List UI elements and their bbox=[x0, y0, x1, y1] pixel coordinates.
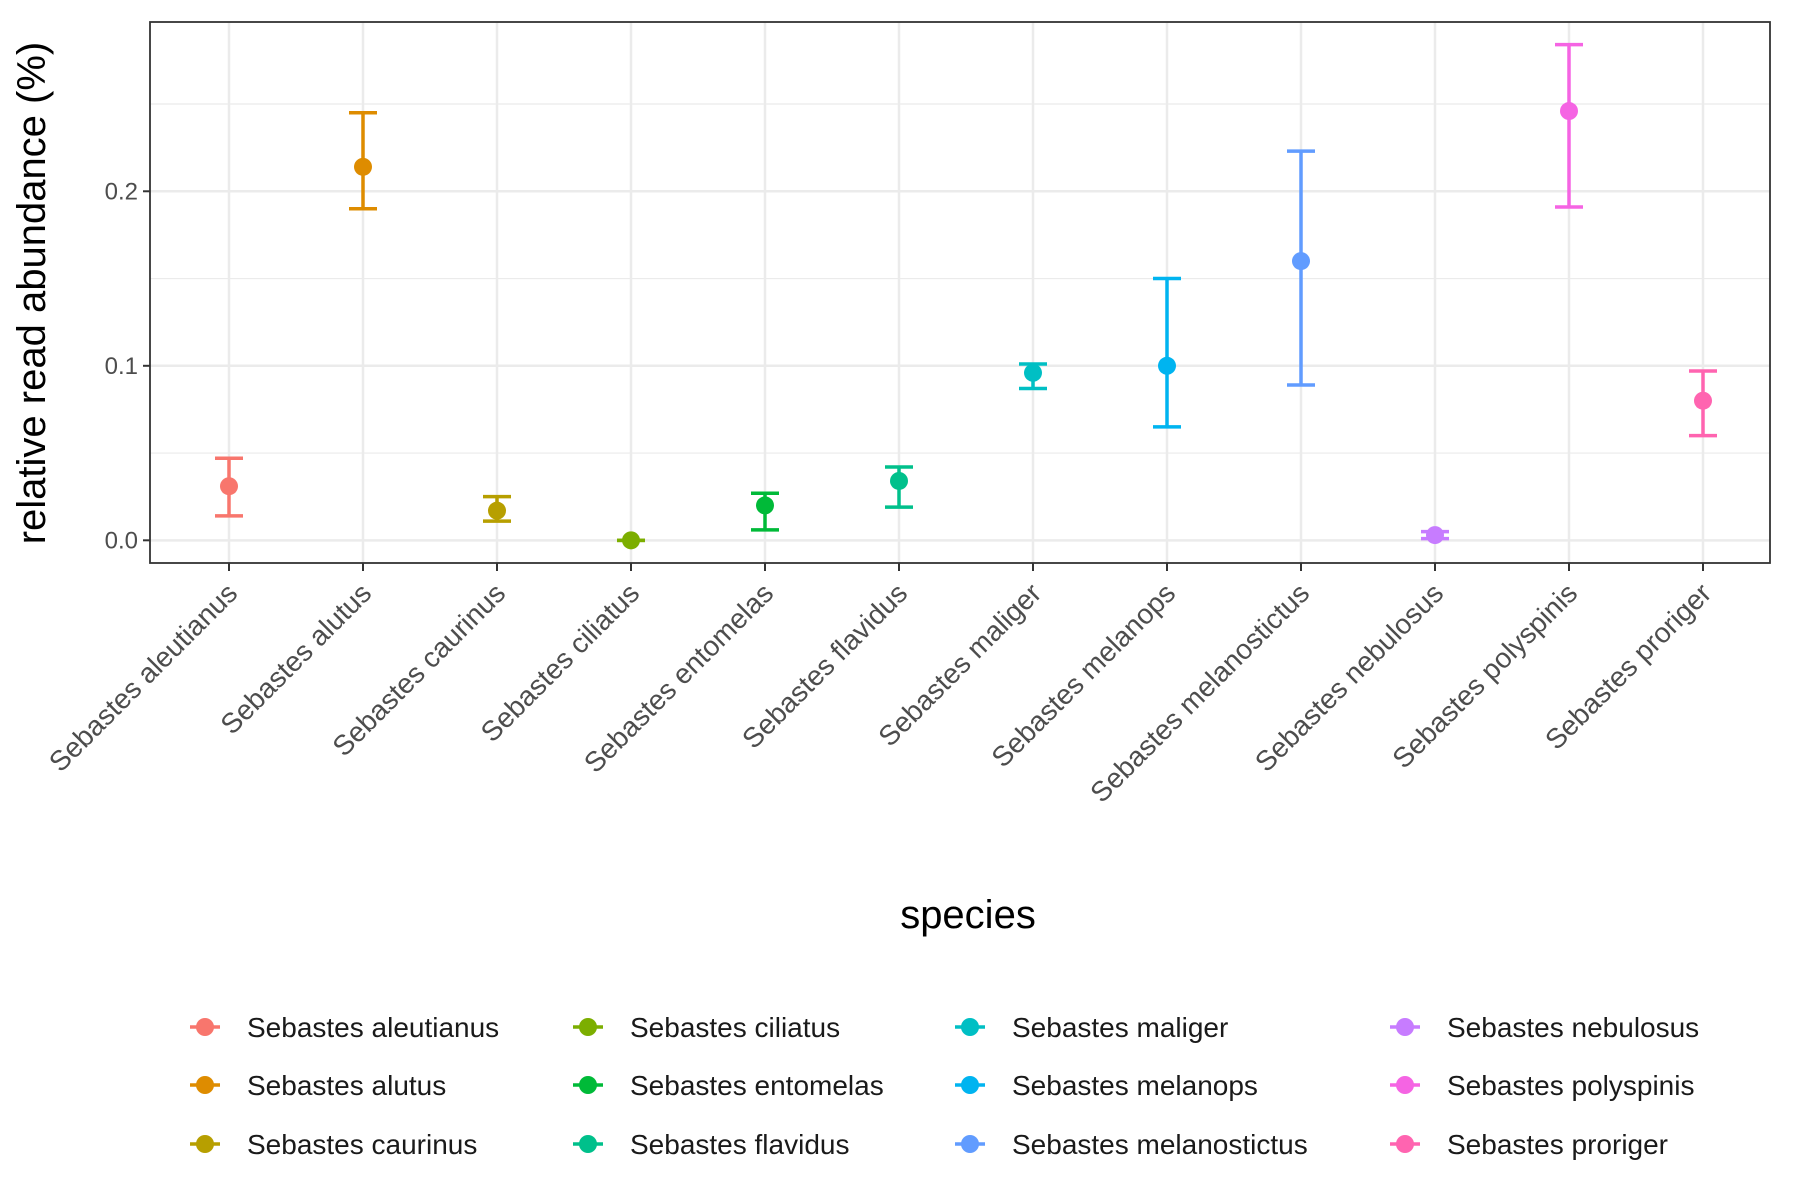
legend-item: Sebastes caurinus bbox=[190, 1129, 477, 1160]
data-point-group bbox=[1555, 42, 1583, 209]
legend-item: Sebastes melanostictus bbox=[955, 1129, 1308, 1160]
x-axis-title: species bbox=[900, 893, 1036, 937]
data-point-group bbox=[751, 491, 779, 532]
data-point bbox=[1024, 363, 1042, 382]
plot-panel bbox=[149, 21, 1771, 564]
legend-label: Sebastes melanostictus bbox=[1012, 1129, 1308, 1160]
legend-label: Sebastes aleutianus bbox=[247, 1012, 499, 1043]
data-point-group bbox=[1019, 362, 1047, 391]
legend-item: Sebastes melanops bbox=[955, 1070, 1258, 1101]
data-point-group bbox=[1287, 149, 1315, 387]
legend-key-point bbox=[961, 1135, 979, 1153]
data-point-group bbox=[349, 110, 377, 211]
legend-item: Sebastes ciliatus bbox=[573, 1012, 840, 1043]
y-tick-label: 0.0 bbox=[105, 527, 138, 554]
legend-item: Sebastes flavidus bbox=[573, 1129, 849, 1160]
legend-label: Sebastes alutus bbox=[247, 1070, 446, 1101]
data-point bbox=[1560, 102, 1578, 121]
legend-label: Sebastes flavidus bbox=[630, 1129, 849, 1160]
legend-item: Sebastes nebulosus bbox=[1390, 1012, 1699, 1043]
legend-label: Sebastes proriger bbox=[1447, 1129, 1668, 1160]
legend-label: Sebastes melanops bbox=[1012, 1070, 1258, 1101]
data-point bbox=[756, 496, 774, 515]
legend-item: Sebastes entomelas bbox=[573, 1070, 884, 1101]
legend-label: Sebastes entomelas bbox=[630, 1070, 884, 1101]
data-point bbox=[1158, 356, 1176, 375]
legend-item: Sebastes alutus bbox=[190, 1070, 446, 1101]
legend-key-point bbox=[196, 1018, 214, 1036]
data-point-group bbox=[483, 494, 511, 523]
data-point bbox=[354, 157, 372, 176]
legend-label: Sebastes polyspinis bbox=[1447, 1070, 1694, 1101]
legend-label: Sebastes ciliatus bbox=[630, 1012, 840, 1043]
y-tick-label: 0.1 bbox=[105, 353, 138, 380]
legend-key-point bbox=[1396, 1076, 1414, 1094]
legend-key-point bbox=[1396, 1135, 1414, 1153]
legend-label: Sebastes nebulosus bbox=[1447, 1012, 1699, 1043]
legend-key-point bbox=[961, 1018, 979, 1036]
y-axis-title: relative read abundance (%) bbox=[10, 42, 54, 545]
legend-item: Sebastes aleutianus bbox=[190, 1012, 499, 1043]
data-point-group bbox=[885, 465, 913, 509]
legend-key-point bbox=[579, 1135, 597, 1153]
data-point-group bbox=[1689, 369, 1717, 438]
legend-label: Sebastes maliger bbox=[1012, 1012, 1228, 1043]
legend-item: Sebastes polyspinis bbox=[1390, 1070, 1694, 1101]
data-point bbox=[622, 531, 640, 550]
legend-label: Sebastes caurinus bbox=[247, 1129, 477, 1160]
legend-key-point bbox=[961, 1076, 979, 1094]
data-point bbox=[488, 501, 506, 520]
data-point bbox=[1694, 391, 1712, 410]
legend-key-point bbox=[579, 1018, 597, 1036]
legend-key-point bbox=[1396, 1018, 1414, 1036]
legend-item: Sebastes proriger bbox=[1390, 1129, 1668, 1160]
legend-item: Sebastes maliger bbox=[955, 1012, 1228, 1043]
data-point-group bbox=[215, 456, 243, 518]
data-point bbox=[220, 477, 238, 496]
data-point bbox=[890, 471, 908, 490]
data-point bbox=[1426, 526, 1444, 545]
data-point bbox=[1292, 252, 1310, 271]
legend-key-point bbox=[196, 1076, 214, 1094]
legend-key-point bbox=[579, 1076, 597, 1094]
y-axis: 0.0 0.1 0.2 bbox=[105, 178, 150, 554]
legend-key-point bbox=[196, 1135, 214, 1153]
data-point-group bbox=[1153, 276, 1181, 429]
panel-border bbox=[149, 21, 1771, 564]
y-tick-label: 0.2 bbox=[105, 178, 138, 205]
data-point-group bbox=[1421, 526, 1449, 545]
legend: Sebastes aleutianus Sebastes alutus Sebast… bbox=[190, 1012, 1699, 1160]
data-point-group bbox=[617, 531, 645, 550]
